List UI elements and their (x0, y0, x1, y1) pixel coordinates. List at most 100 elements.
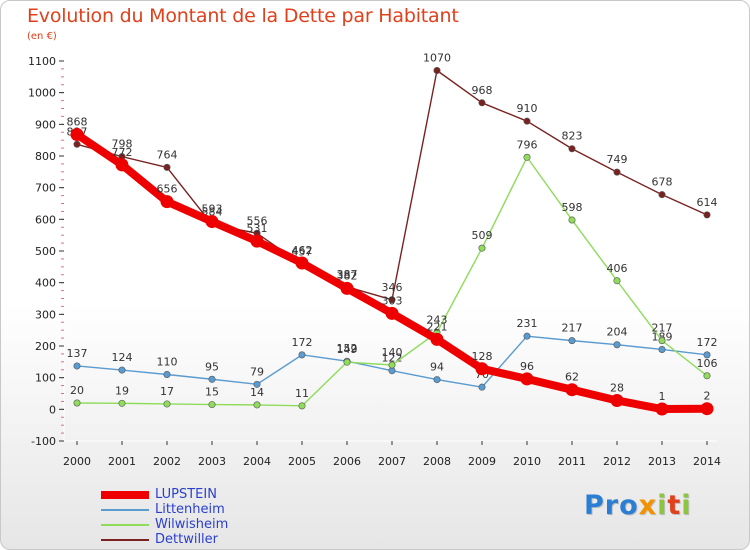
data-point (208, 375, 216, 383)
data-label: 15 (205, 386, 219, 399)
data-point (340, 281, 354, 295)
data-point (250, 234, 264, 248)
data-point (388, 361, 396, 369)
data-label: 96 (520, 360, 534, 373)
y-tick-label: 900 (35, 118, 56, 131)
y-tick-label: 400 (35, 277, 56, 290)
y-tick-label: 200 (35, 340, 56, 353)
data-label: 2 (704, 390, 711, 403)
logo-letters: x (638, 490, 658, 521)
data-label: 62 (565, 371, 579, 384)
x-tick-label: 2004 (243, 455, 271, 468)
data-label: 11 (295, 387, 309, 400)
legend-swatch (101, 491, 149, 499)
legend-swatch (101, 524, 149, 526)
data-label: 796 (517, 138, 538, 151)
data-label: 231 (517, 317, 538, 330)
data-label: 614 (697, 196, 718, 209)
y-tick-label: 100 (35, 372, 56, 385)
y-tick-label: 1000 (28, 87, 56, 100)
data-point (430, 332, 444, 346)
data-point (115, 158, 129, 172)
data-point (475, 362, 489, 376)
data-point (565, 383, 579, 397)
logo-letters: i (681, 490, 692, 521)
data-point (295, 256, 309, 270)
data-point (163, 400, 171, 408)
data-label: 910 (517, 102, 538, 115)
data-point (568, 145, 576, 153)
data-point (208, 401, 216, 409)
data-point (613, 341, 621, 349)
data-point (343, 358, 351, 366)
data-label: 95 (205, 360, 219, 373)
y-tick-label: 1100 (28, 55, 56, 68)
logo-letters: t (667, 490, 682, 521)
series-wilwisheim: 20 19 17 15 14 11 149 140 243 509 796 598 406 217 106 (70, 138, 718, 410)
data-label: 20 (70, 384, 84, 397)
data-label: 243 (427, 313, 448, 326)
data-point (73, 399, 81, 407)
data-label: 406 (607, 262, 628, 275)
data-label: 204 (607, 326, 628, 339)
data-label: 556 (247, 214, 268, 227)
chart-subtitle: (en €) (27, 31, 57, 42)
data-label: 149 (337, 343, 358, 356)
data-label: 346 (382, 281, 403, 294)
data-point (520, 372, 534, 386)
data-label: 128 (472, 350, 493, 363)
data-point (568, 216, 576, 224)
x-tick-label: 2009 (468, 455, 496, 468)
data-label: 1070 (423, 52, 451, 65)
data-label: 217 (562, 322, 583, 335)
y-tick-label: 600 (35, 213, 56, 226)
chart-title: Evolution du Montant de la Dette par Hab… (27, 5, 459, 27)
data-label: 764 (157, 148, 178, 161)
data-point (70, 127, 84, 141)
legend-label: Dettwiller (155, 532, 219, 547)
data-label: 772 (112, 146, 133, 159)
data-point (613, 277, 621, 285)
data-label: 19 (115, 384, 129, 397)
legend-label: LUPSTEIN (155, 487, 217, 502)
legend-label: Littenheim (155, 502, 225, 517)
x-tick-label: 2011 (558, 455, 586, 468)
data-point (613, 168, 621, 176)
data-point (703, 211, 711, 219)
y-tick-label: -100 (31, 435, 56, 448)
y-tick-label: 700 (35, 182, 56, 195)
data-label: 106 (697, 357, 718, 370)
data-label: 593 (202, 203, 223, 216)
x-tick-label: 2014 (693, 455, 721, 468)
data-point (388, 296, 396, 304)
data-point (478, 244, 486, 252)
data-label: 823 (562, 130, 583, 143)
data-point (703, 372, 711, 380)
data-label: 17 (160, 385, 174, 398)
data-label: 382 (337, 269, 358, 282)
x-tick-label: 2007 (378, 455, 406, 468)
data-label: 387 (337, 268, 358, 281)
x-tick-label: 2010 (513, 455, 541, 468)
data-point (478, 383, 486, 391)
data-point (163, 370, 171, 378)
data-label: 221 (427, 320, 448, 333)
data-label: 678 (652, 176, 673, 189)
data-point (160, 195, 174, 209)
data-label: 172 (697, 336, 718, 349)
data-point (433, 376, 441, 384)
x-tick-label: 2006 (333, 455, 361, 468)
proxiti-logo: Proxiti (584, 490, 692, 521)
data-label: 79 (250, 365, 264, 378)
data-point (118, 399, 126, 407)
logo-letters: Pro (584, 490, 639, 521)
y-tick-label: 300 (35, 308, 56, 321)
data-label: 94 (430, 361, 444, 374)
x-tick-label: 2000 (63, 455, 91, 468)
data-point (658, 337, 666, 345)
legend-swatch (101, 509, 149, 511)
series-dettwiller: 8377987645845564573873461070968910823749… (67, 52, 718, 304)
data-label: 968 (472, 84, 493, 97)
